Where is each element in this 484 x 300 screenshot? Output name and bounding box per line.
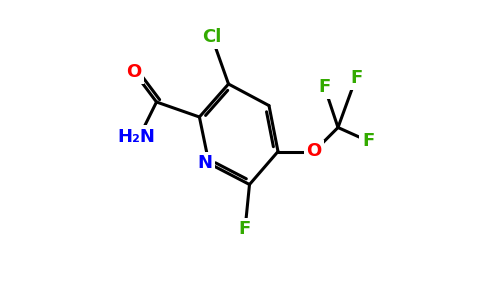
Text: F: F xyxy=(318,78,331,96)
Text: F: F xyxy=(350,69,362,87)
Text: O: O xyxy=(306,142,322,160)
Text: O: O xyxy=(126,63,142,81)
Text: F: F xyxy=(239,220,251,238)
Text: Cl: Cl xyxy=(202,28,222,46)
Text: H₂N: H₂N xyxy=(118,128,155,146)
Text: F: F xyxy=(362,132,374,150)
Text: N: N xyxy=(197,154,212,172)
